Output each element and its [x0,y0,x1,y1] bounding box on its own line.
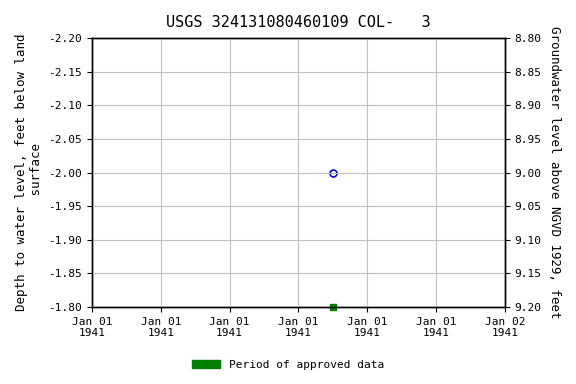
Legend: Period of approved data: Period of approved data [188,356,388,375]
Title: USGS 324131080460109 COL-   3: USGS 324131080460109 COL- 3 [166,15,431,30]
Y-axis label: Groundwater level above NGVD 1929, feet: Groundwater level above NGVD 1929, feet [548,26,561,319]
Y-axis label: Depth to water level, feet below land
 surface: Depth to water level, feet below land su… [15,34,43,311]
